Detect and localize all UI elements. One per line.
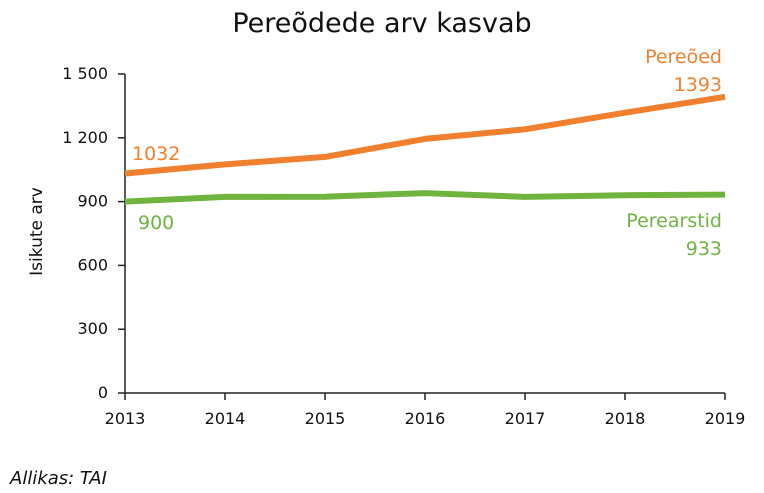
chart-title: Pereõdede arv kasvab [232, 8, 532, 39]
legend-label-pereoed: Pereõed [645, 46, 722, 68]
start-label-pereoed: 1032 [132, 143, 180, 165]
axes: 0 300 600 900 1 200 1 500 2013 2014 2015 2016 2017… [27, 64, 745, 428]
x-tick-label: 2017 [505, 409, 546, 428]
y-tick-label: 1 500 [62, 64, 108, 83]
y-tick-label: 0 [98, 383, 108, 402]
data-labels: 1032 Pereõed 1393 900 Perearstid 933 [132, 46, 722, 260]
x-tick-label: 2013 [105, 409, 146, 428]
series-line-perearstid [124, 190, 726, 205]
series-lines [124, 93, 726, 205]
x-tick-label: 2014 [205, 409, 246, 428]
end-label-perearstid: 933 [686, 238, 722, 260]
legend-label-perearstid: Perearstid [626, 210, 722, 232]
x-tick-label: 2018 [605, 409, 646, 428]
x-tick-label: 2015 [305, 409, 346, 428]
source-note: Allikas: TAI [10, 468, 107, 489]
x-tick-label: 2016 [405, 409, 446, 428]
series-line-pereoed [124, 93, 726, 177]
end-label-pereoed: 1393 [674, 74, 722, 96]
start-label-perearstid: 900 [138, 212, 174, 234]
y-tick-label: 1 200 [62, 128, 108, 147]
x-tick-label: 2019 [705, 409, 746, 428]
y-tick-label: 600 [77, 255, 108, 274]
y-axis-label: Isikute arv [27, 187, 47, 276]
y-tick-label: 900 [77, 192, 108, 211]
y-tick-label: 300 [77, 319, 108, 338]
